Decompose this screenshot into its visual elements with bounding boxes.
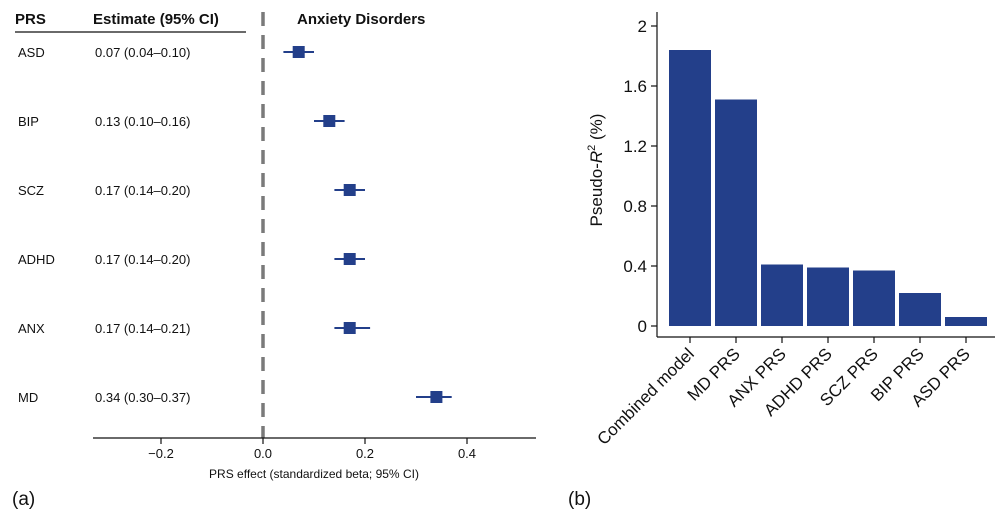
bar [715, 99, 757, 326]
bar-y-axis-label: Pseudo-R2 (%) [586, 114, 606, 227]
y-tick-label: 0.8 [623, 197, 647, 216]
y-tick-label: 1.6 [623, 77, 647, 96]
bar [899, 293, 941, 326]
forest-plot-title: Anxiety Disorders [297, 11, 425, 28]
y-tick-label: 0.4 [623, 257, 647, 276]
estimate-marker [343, 253, 356, 265]
estimate-marker [343, 184, 356, 196]
y-tick-label: 1.2 [623, 137, 647, 156]
bar [669, 50, 711, 326]
forest-x-ticks: −0.2 0.0 0.2 0.4 [148, 438, 476, 461]
forest-rows: ASD 0.07 (0.04–0.10) BIP 0.13 (0.10–0.16) SC… [18, 45, 452, 405]
estimate-marker [292, 46, 305, 58]
ylabel-superscript: 2 [586, 145, 598, 151]
estimate-text: 0.13 (0.10–0.16) [95, 114, 190, 129]
estimate-text: 0.17 (0.14–0.20) [95, 252, 190, 267]
estimate-marker [343, 322, 356, 334]
bar [807, 267, 849, 326]
estimate-marker [323, 115, 336, 127]
ylabel-variable: R [587, 151, 606, 163]
prs-column-header: PRS [15, 11, 46, 28]
prs-row-label: ASD [18, 45, 45, 60]
ylabel-prefix: Pseudo- [587, 163, 606, 226]
prs-row-label: BIP [18, 114, 39, 129]
estimate-text: 0.07 (0.04–0.10) [95, 45, 190, 60]
bar [945, 317, 987, 326]
x-tick-label: −0.2 [148, 446, 174, 461]
prs-row-label: ADHD [18, 252, 55, 267]
bars [669, 50, 987, 326]
x-tick-label: 0.4 [458, 446, 476, 461]
prs-row-label: SCZ [18, 183, 44, 198]
bar-y-ticks: 0 0.4 0.8 1.2 1.6 2 [623, 17, 657, 336]
x-tick-label: Combined model [594, 344, 698, 448]
ylabel-suffix: (%) [587, 114, 606, 145]
prs-row-label: MD [18, 390, 38, 405]
forest-x-axis-label: PRS effect (standardized beta; 95% CI) [209, 467, 419, 481]
estimate-marker [430, 391, 443, 403]
panel-b-label: (b) [568, 489, 591, 510]
bar [761, 264, 803, 326]
x-tick-label: 0.2 [356, 446, 374, 461]
estimate-text: 0.17 (0.14–0.20) [95, 183, 190, 198]
estimate-text: 0.17 (0.14–0.21) [95, 321, 190, 336]
panel-a-forest-plot: PRS Estimate (95% CI) Anxiety Disorders … [12, 11, 536, 510]
estimate-text: 0.34 (0.30–0.37) [95, 390, 190, 405]
prs-row-label: ANX [18, 321, 45, 336]
y-tick-label: 2 [638, 17, 647, 36]
panel-a-label: (a) [12, 489, 35, 510]
x-tick-label: 0.0 [254, 446, 272, 461]
bar [853, 270, 895, 326]
y-tick-label: 0 [638, 317, 647, 336]
estimate-column-header: Estimate (95% CI) [93, 11, 219, 28]
